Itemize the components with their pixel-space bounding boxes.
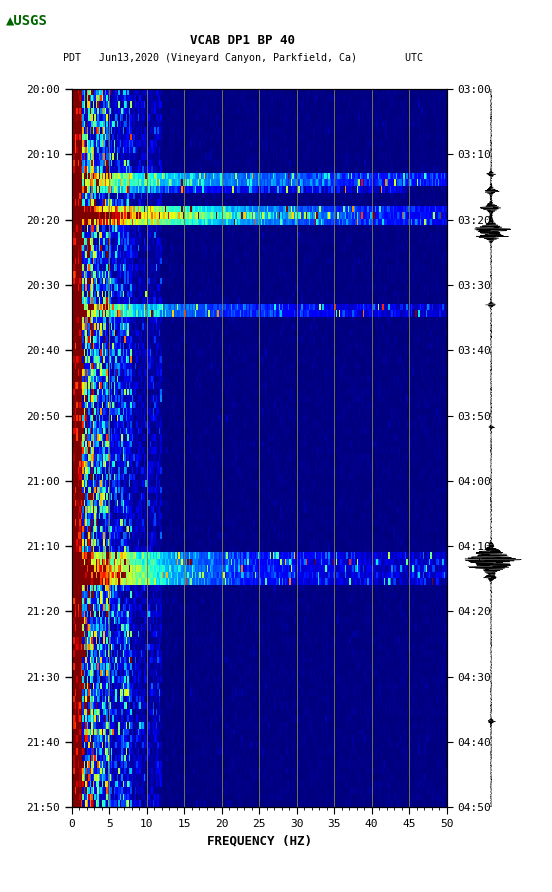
Text: ▲USGS: ▲USGS xyxy=(6,13,47,28)
Text: VCAB DP1 BP 40: VCAB DP1 BP 40 xyxy=(190,34,295,46)
Text: PDT   Jun13,2020 (Vineyard Canyon, Parkfield, Ca)        UTC: PDT Jun13,2020 (Vineyard Canyon, Parkfie… xyxy=(63,53,423,63)
X-axis label: FREQUENCY (HZ): FREQUENCY (HZ) xyxy=(206,835,312,847)
